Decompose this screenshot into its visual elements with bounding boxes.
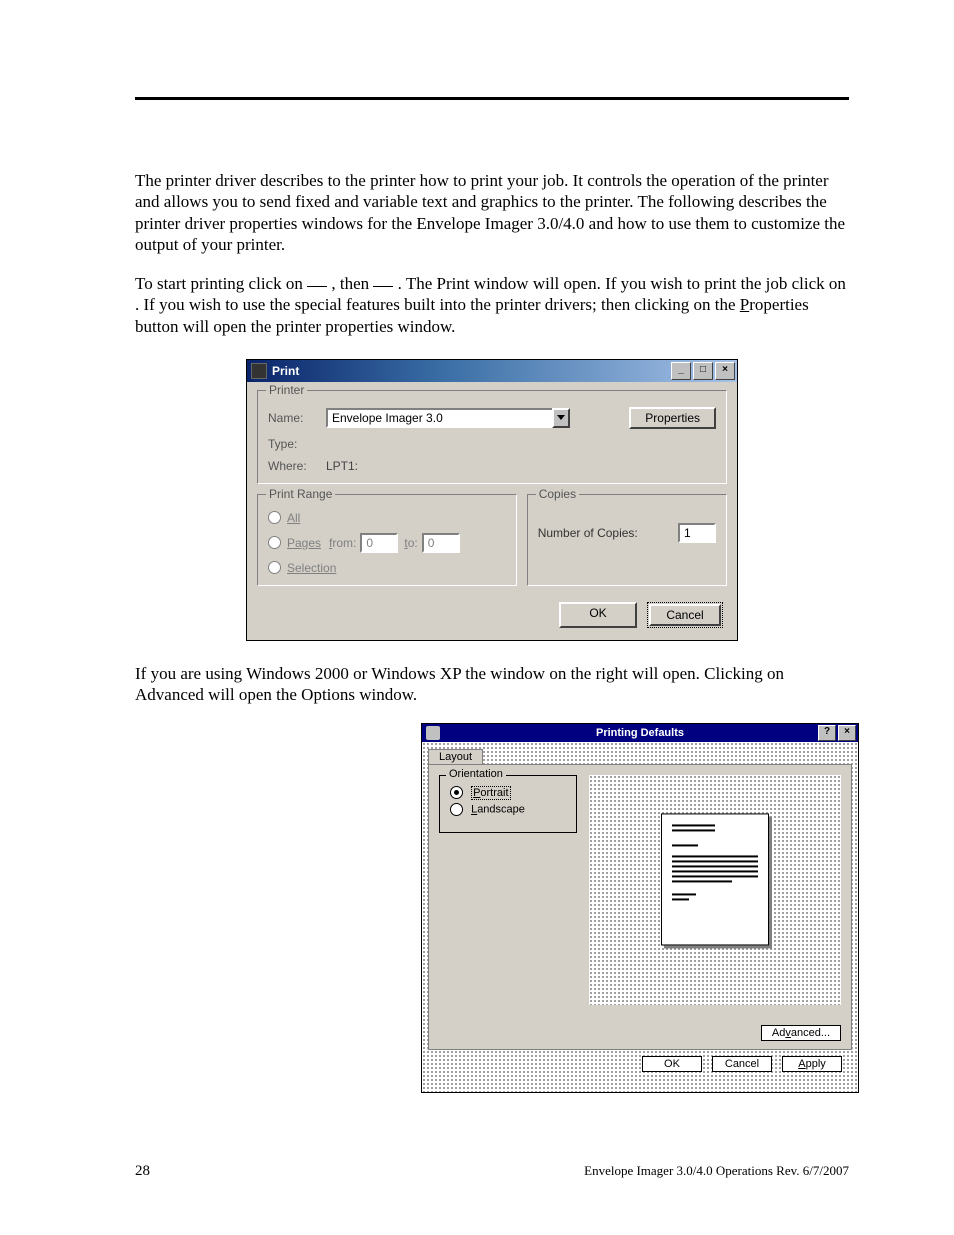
body-text-2: If you are using Windows 2000 or Windows…	[135, 663, 849, 706]
p2-b: , then	[327, 274, 373, 293]
range-selection-row[interactable]: Selection	[268, 561, 506, 575]
where-row: Where: LPT1:	[268, 459, 716, 473]
defaults-footer: OK Cancel Apply	[428, 1050, 852, 1078]
printer-dropdown-button[interactable]	[552, 408, 570, 428]
defaults-close-button[interactable]: ×	[838, 725, 856, 741]
range-selection-label: Selection	[287, 561, 336, 575]
range-pages-row[interactable]: Pages from: 0 to: 0	[268, 533, 506, 553]
body-text: The printer driver describes to the prin…	[135, 170, 849, 337]
defaults-app-icon	[426, 726, 440, 740]
defaults-title: Printing Defaults	[596, 727, 684, 739]
paragraph-1: The printer driver describes to the prin…	[135, 170, 849, 255]
radio-all-icon	[268, 511, 281, 524]
printer-name-value: Envelope Imager 3.0	[332, 411, 443, 425]
copies-label: Number of Copies:	[538, 526, 678, 540]
defaults-apply-button[interactable]: Apply	[782, 1056, 842, 1072]
maximize-button[interactable]: □	[693, 362, 713, 380]
printer-name-field[interactable]: Envelope Imager 3.0	[326, 408, 554, 428]
defaults-cancel-button[interactable]: Cancel	[712, 1056, 772, 1072]
radio-selection-icon	[268, 561, 281, 574]
range-pages-label: Pages	[287, 536, 321, 550]
name-row: Name: Envelope Imager 3.0 Properties	[268, 407, 716, 429]
p2-a: To start printing click on	[135, 274, 307, 293]
close-button[interactable]: ×	[715, 362, 735, 380]
copies-legend: Copies	[536, 487, 579, 501]
range-from-field[interactable]: 0	[360, 533, 398, 553]
print-dialog: Print _ □ × Printer Name: Envelope Image…	[246, 359, 738, 641]
portrait-label: Portrait	[471, 786, 510, 800]
copies-group: Copies Number of Copies: 1	[527, 494, 727, 586]
printer-legend: Printer	[266, 383, 307, 397]
blank-2	[373, 286, 393, 287]
preview-area	[589, 775, 841, 1005]
where-label: Where:	[268, 459, 326, 473]
ok-button[interactable]: OK	[559, 602, 637, 628]
print-body: Printer Name: Envelope Imager 3.0 Proper…	[247, 382, 737, 640]
print-title: Print	[272, 364, 669, 378]
radio-pages-icon	[268, 536, 281, 549]
copies-row: Number of Copies: 1	[538, 523, 716, 543]
minimize-button[interactable]: _	[671, 362, 691, 380]
range-all-label: All	[287, 511, 300, 525]
range-to-field[interactable]: 0	[422, 533, 460, 553]
printer-group: Printer Name: Envelope Imager 3.0 Proper…	[257, 390, 727, 484]
app-icon	[251, 363, 267, 379]
range-to-label: to:	[404, 536, 417, 550]
tab-panel: Orientation Portrait Landscape	[428, 764, 852, 1050]
defaults-ok-button[interactable]: OK	[642, 1056, 702, 1072]
defaults-body: Layout Orientation Portrait Landscape	[422, 742, 858, 1092]
print-range-group: Print Range All Pages from: 0 to: 0	[257, 494, 517, 586]
range-legend: Print Range	[266, 487, 335, 501]
defaults-titlebar[interactable]: Printing Defaults ? ×	[422, 724, 858, 742]
defaults-title-buttons: ? ×	[816, 725, 856, 741]
printing-defaults-dialog: Printing Defaults ? × Layout Orientation…	[421, 723, 859, 1093]
print-titlebar[interactable]: Print _ □ ×	[247, 360, 737, 382]
range-copies-row: Print Range All Pages from: 0 to: 0	[257, 494, 727, 596]
tab-strip: Layout	[428, 748, 852, 764]
copies-field[interactable]: 1	[678, 523, 716, 543]
where-value: LPT1:	[326, 459, 358, 473]
p2-P: P	[740, 295, 749, 314]
page-number: 28	[135, 1163, 150, 1180]
advanced-button[interactable]: Advanced...	[761, 1025, 841, 1041]
range-all-row[interactable]: All	[268, 511, 506, 525]
blank-1	[307, 286, 327, 287]
top-rule	[135, 97, 849, 100]
paragraph-2: To start printing click on , then . The …	[135, 273, 849, 337]
type-label: Type:	[268, 437, 326, 451]
doc-id: Envelope Imager 3.0/4.0 Operations Rev. …	[584, 1163, 849, 1180]
name-label: Name:	[268, 411, 326, 425]
landscape-label: Landscape	[471, 804, 525, 816]
document-page: The printer driver describes to the prin…	[0, 0, 954, 1235]
range-from-label: from:	[329, 536, 356, 550]
orientation-group: Orientation Portrait Landscape	[439, 775, 577, 833]
cancel-default-ring: Cancel	[647, 602, 723, 628]
type-row: Type:	[268, 437, 716, 451]
print-footer: OK Cancel	[257, 596, 727, 630]
properties-button[interactable]: Properties	[629, 407, 716, 429]
p2-c: . The Print window will open. If you wis…	[393, 274, 846, 293]
paragraph-3: If you are using Windows 2000 or Windows…	[135, 663, 849, 706]
landscape-option[interactable]: Landscape	[450, 803, 566, 816]
p2-d: . If you wish to use the special feature…	[135, 295, 740, 314]
radio-landscape-icon	[450, 803, 463, 816]
cancel-button[interactable]: Cancel	[649, 604, 721, 626]
orientation-legend: Orientation	[446, 768, 506, 780]
advanced-row: Advanced...	[761, 1025, 841, 1041]
tab-layout[interactable]: Layout	[428, 749, 483, 765]
radio-portrait-icon	[450, 786, 463, 799]
preview-page-icon	[661, 814, 769, 946]
page-footer: 28 Envelope Imager 3.0/4.0 Operations Re…	[135, 1163, 849, 1180]
help-button[interactable]: ?	[818, 725, 836, 741]
portrait-option[interactable]: Portrait	[450, 786, 566, 799]
